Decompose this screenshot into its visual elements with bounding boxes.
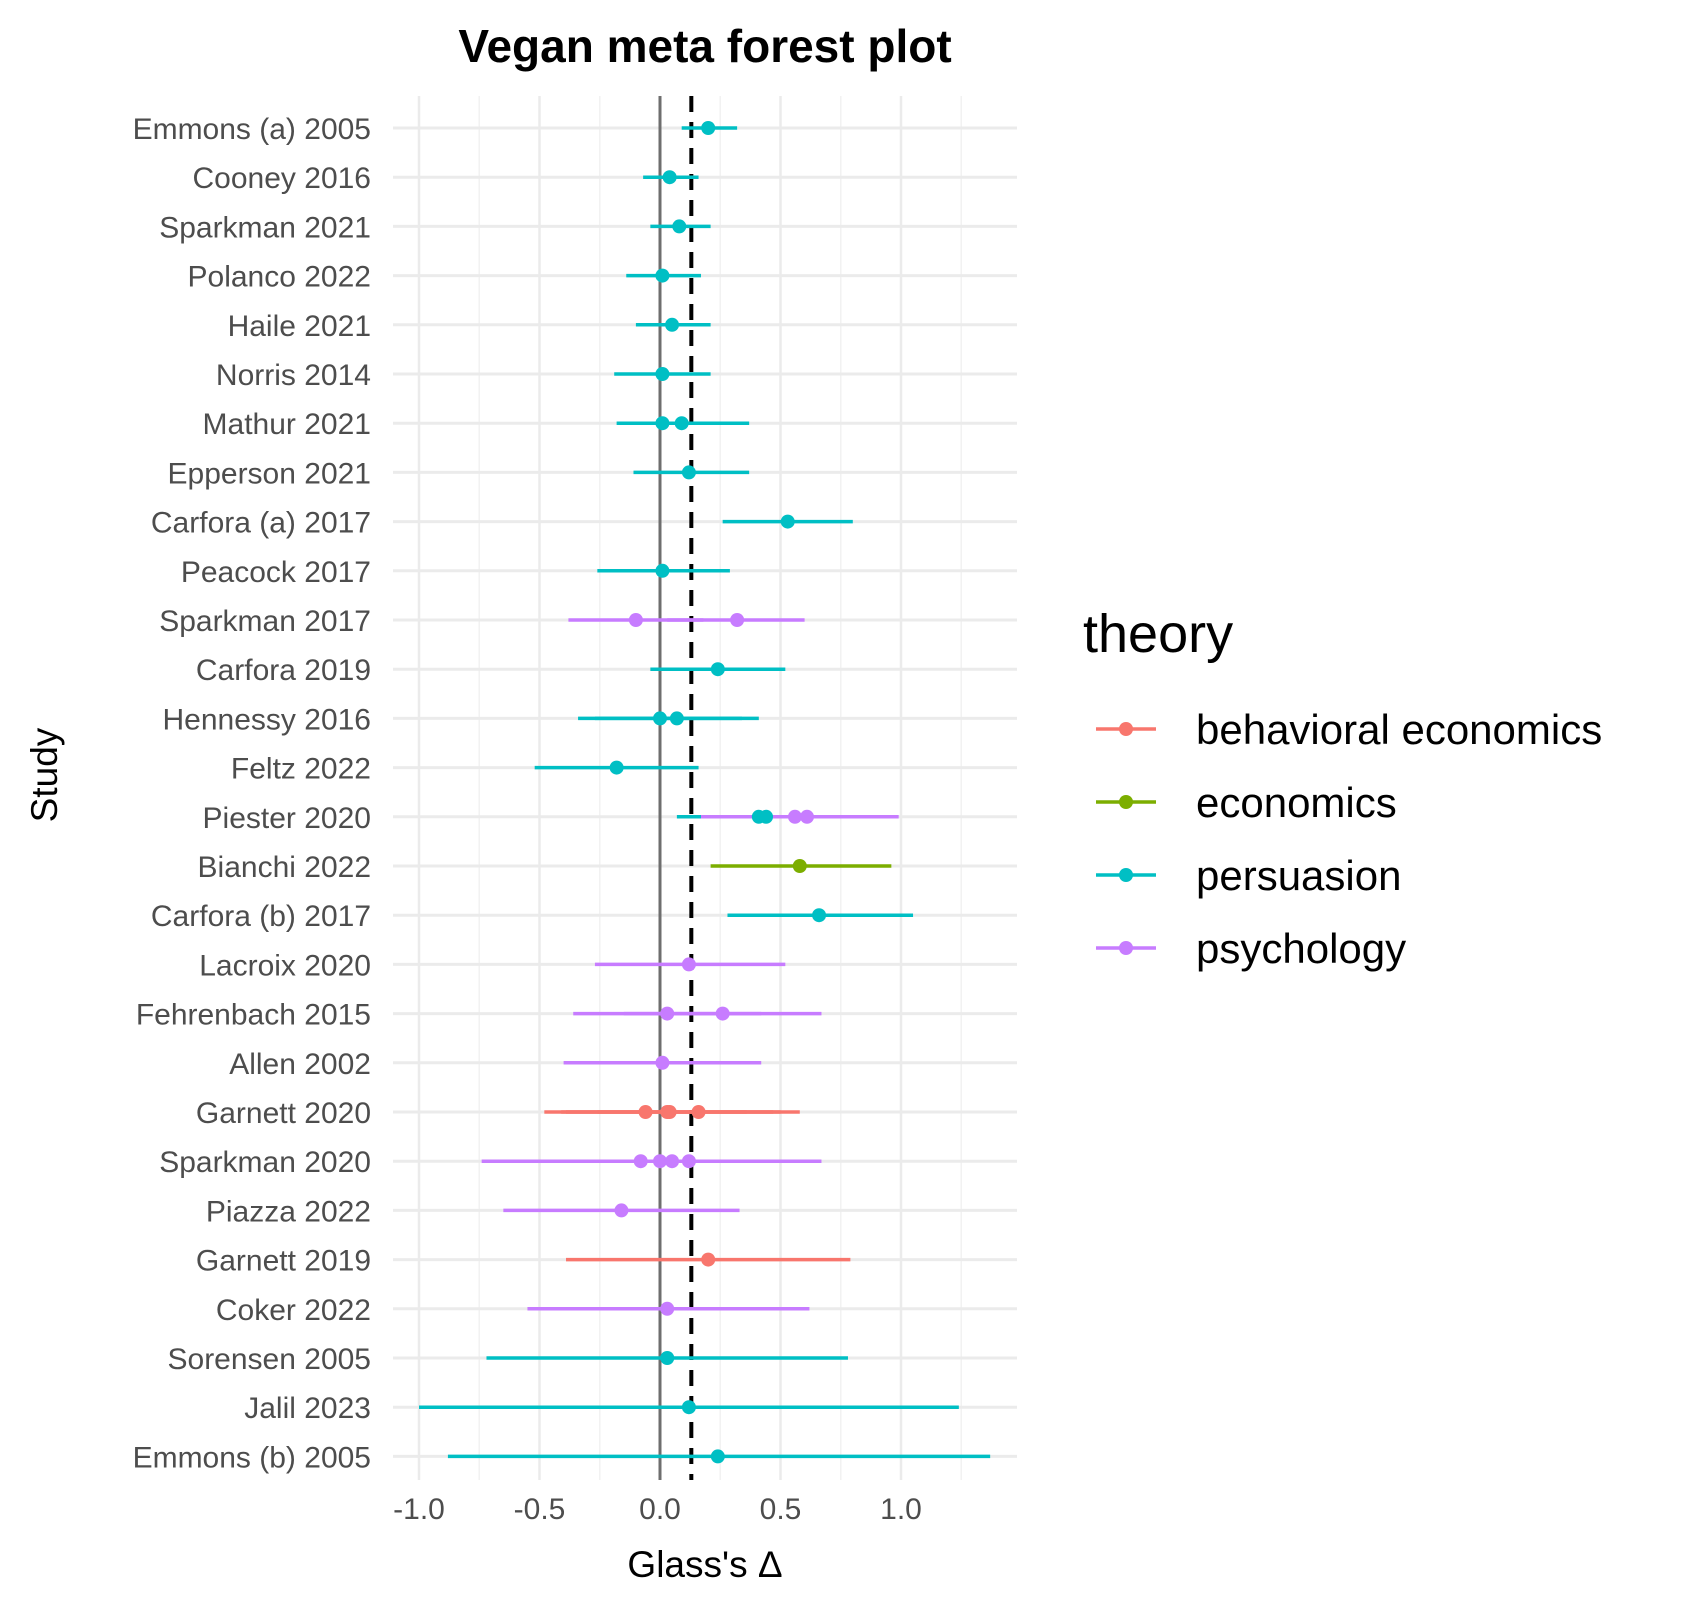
point-estimate xyxy=(655,268,670,283)
study-label: Piester 2020 xyxy=(203,802,371,835)
y-axis-labels: Emmons (a) 2005 Cooney 2016 Sparkman 2021 P… xyxy=(133,113,371,1474)
point-estimate xyxy=(787,809,802,824)
point-estimate xyxy=(691,1105,706,1119)
data-marks xyxy=(419,121,991,1464)
legend-key-point xyxy=(1119,868,1133,882)
study-label: Norris 2014 xyxy=(216,359,371,392)
reference-lines xyxy=(658,96,694,1480)
x-tick-label: 0.0 xyxy=(639,1493,681,1526)
point-estimate xyxy=(681,1154,696,1169)
legend-key-point xyxy=(1119,795,1133,809)
point-estimate xyxy=(660,1006,675,1021)
point-estimate xyxy=(660,1351,675,1365)
x-tick-label: 1.0 xyxy=(880,1493,922,1526)
point-estimate xyxy=(710,1449,725,1464)
study-label: Peacock 2017 xyxy=(181,556,371,589)
point-estimate xyxy=(681,465,696,480)
study-label: Bianchi 2022 xyxy=(198,851,371,884)
study-label: Epperson 2021 xyxy=(168,457,372,490)
legend: theory behavioral economics economics pers… xyxy=(1083,604,1602,972)
study-label: Polanco 2022 xyxy=(188,261,372,294)
study-label: Carfora 2019 xyxy=(196,654,371,687)
point-estimate xyxy=(655,1055,670,1070)
point-estimate xyxy=(614,1203,629,1218)
point-estimate xyxy=(800,809,815,824)
point-estimate xyxy=(715,1006,730,1021)
study-label: Hennessy 2016 xyxy=(163,703,371,736)
study-label: Feltz 2022 xyxy=(231,753,371,786)
study-label: Carfora (a) 2017 xyxy=(151,507,371,540)
point-estimate xyxy=(655,563,670,578)
x-tick-label: -1.0 xyxy=(393,1493,445,1526)
point-estimate xyxy=(628,613,643,627)
point-estimate xyxy=(633,1154,648,1169)
point-estimate xyxy=(812,908,827,923)
chart-title: Vegan meta forest plot xyxy=(458,20,951,72)
legend-title: theory xyxy=(1083,604,1233,664)
point-estimate xyxy=(681,957,696,972)
study-label: Lacroix 2020 xyxy=(199,949,371,982)
point-estimate xyxy=(780,514,795,529)
study-label: Fehrenbach 2015 xyxy=(136,999,371,1032)
study-label: Garnett 2019 xyxy=(196,1245,371,1278)
point-estimate xyxy=(665,1154,680,1169)
study-label: Sparkman 2021 xyxy=(159,211,371,244)
x-tick-label: -0.5 xyxy=(514,1493,566,1526)
legend-item-label: behavioral economics xyxy=(1196,706,1602,753)
point-estimate xyxy=(665,317,680,332)
study-label: Coker 2022 xyxy=(216,1294,371,1327)
study-label: Emmons (b) 2005 xyxy=(133,1441,371,1474)
study-label: Sparkman 2020 xyxy=(159,1146,371,1179)
study-label: Emmons (a) 2005 xyxy=(133,113,371,146)
point-estimate xyxy=(662,170,677,185)
x-axis-title: Glass's Δ xyxy=(627,1544,782,1585)
legend-item-label: psychology xyxy=(1196,925,1406,972)
study-label: Sparkman 2017 xyxy=(159,605,371,638)
point-estimate xyxy=(653,1154,667,1169)
point-estimate xyxy=(655,416,670,431)
study-label: Carfora (b) 2017 xyxy=(151,900,371,933)
point-estimate xyxy=(672,219,687,234)
legend-item-label: persuasion xyxy=(1196,852,1401,899)
point-estimate xyxy=(710,662,725,677)
point-estimate xyxy=(674,416,689,431)
x-tick-label: 0.5 xyxy=(760,1493,802,1526)
legend-key-point xyxy=(1119,722,1133,736)
point-estimate xyxy=(701,121,716,135)
legend-key-point xyxy=(1119,941,1133,955)
point-estimate xyxy=(660,1301,675,1316)
point-estimate xyxy=(681,1400,696,1415)
x-axis-labels: -1.0 -0.5 0.0 0.5 1.0 xyxy=(393,1493,922,1526)
legend-item-label: economics xyxy=(1196,779,1397,826)
point-estimate xyxy=(653,711,667,726)
study-label: Jalil 2023 xyxy=(244,1392,371,1425)
point-estimate xyxy=(730,613,745,627)
point-estimate xyxy=(759,809,774,824)
point-estimate xyxy=(701,1252,716,1267)
point-estimate xyxy=(609,760,624,775)
study-label: Sorensen 2005 xyxy=(168,1343,372,1376)
y-axis-title: Study xyxy=(24,727,65,822)
study-label: Mathur 2021 xyxy=(203,408,371,441)
point-estimate xyxy=(669,711,684,726)
point-estimate xyxy=(655,367,670,381)
study-label: Allen 2002 xyxy=(229,1048,371,1081)
study-label: Haile 2021 xyxy=(228,310,371,343)
study-label: Garnett 2020 xyxy=(196,1097,371,1130)
point-estimate xyxy=(792,859,807,873)
point-estimate xyxy=(662,1105,677,1119)
study-label: Cooney 2016 xyxy=(193,162,371,195)
point-estimate xyxy=(638,1105,653,1119)
study-label: Piazza 2022 xyxy=(206,1195,371,1228)
